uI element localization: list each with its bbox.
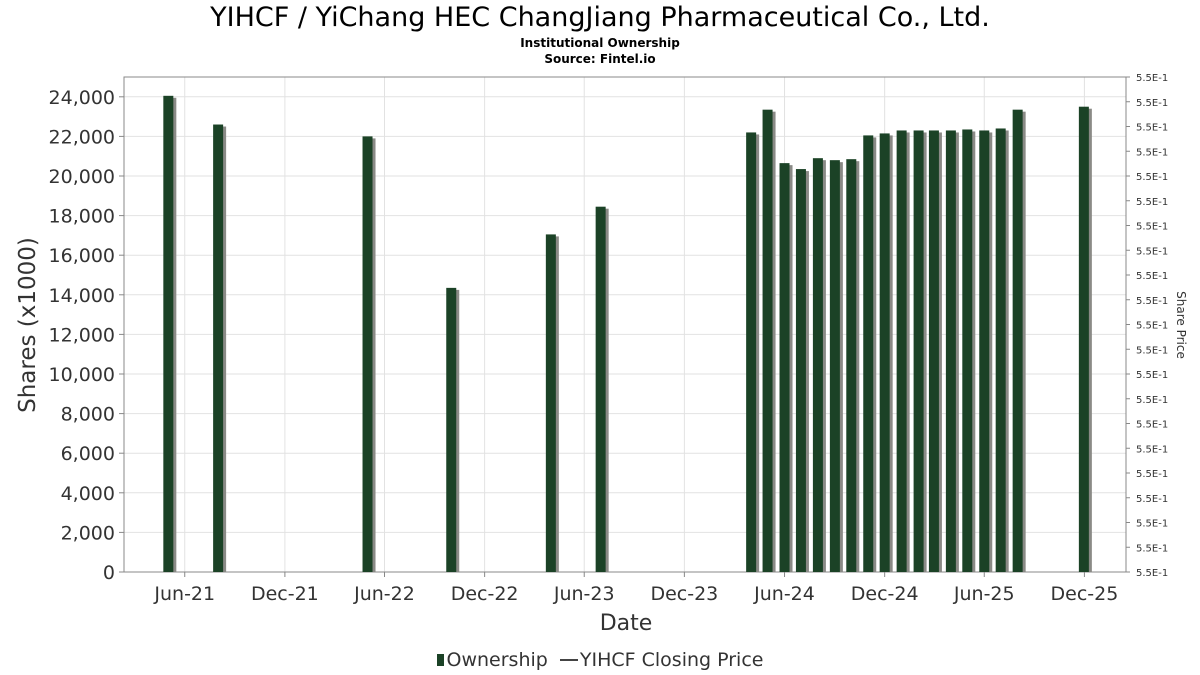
y-tick-label: 6,000 bbox=[61, 443, 115, 465]
bar bbox=[928, 130, 939, 572]
bar bbox=[163, 95, 174, 572]
ownership-chart: 0 2,000 4,000 6,000 8,000 10,000 12,000 14,000 1… bbox=[15, 73, 1188, 636]
bar bbox=[595, 206, 606, 572]
bar bbox=[1012, 109, 1023, 573]
y2-tick-label: 5.5E-1 bbox=[1136, 370, 1168, 381]
y-tick-label: 4,000 bbox=[61, 483, 115, 505]
y-tick-label: 16,000 bbox=[49, 245, 115, 267]
plot-frame bbox=[123, 76, 1127, 573]
y2-tick-label: 5.5E-1 bbox=[1136, 568, 1168, 579]
bar bbox=[812, 158, 823, 572]
y2-tick-label: 5.5E-1 bbox=[1136, 543, 1168, 554]
y-tick-label: 22,000 bbox=[49, 126, 115, 148]
x-tick-label: Jun-24 bbox=[753, 583, 815, 605]
x-tick-label: Dec-25 bbox=[1051, 583, 1119, 605]
y2-tick-label: 5.5E-1 bbox=[1136, 494, 1168, 505]
y-tick-label: 8,000 bbox=[61, 404, 115, 426]
y2-tick-label: 5.5E-1 bbox=[1136, 296, 1168, 307]
y2-tick-label: 5.5E-1 bbox=[1136, 73, 1168, 84]
y2-axis-label: Share Price bbox=[1174, 291, 1188, 359]
bar bbox=[979, 130, 990, 572]
legend-line-swatch bbox=[559, 659, 578, 661]
x-tick-label: Jun-23 bbox=[553, 583, 615, 605]
y2-tick-label: 5.5E-1 bbox=[1136, 246, 1168, 257]
bar bbox=[863, 135, 874, 572]
y2-tick-label: 5.5E-1 bbox=[1136, 321, 1168, 332]
legend: Ownership YIHCF Closing Price bbox=[0, 647, 1200, 672]
y-tick-label: 0 bbox=[103, 562, 115, 584]
legend-item-ownership[interactable]: Ownership bbox=[436, 648, 548, 672]
y-tick-label: 12,000 bbox=[49, 324, 115, 346]
x-tick-label: Jun-25 bbox=[953, 583, 1015, 605]
y2-tick-label: 5.5E-1 bbox=[1136, 123, 1168, 134]
x-tick-label: Dec-23 bbox=[650, 583, 718, 605]
x-axis: Jun-21 Dec-21 Jun-22 Dec-22 Jun-23 Dec-23 Jun-… bbox=[153, 572, 1118, 605]
x-axis-label: Date bbox=[600, 611, 653, 636]
y2-tick-label: 5.5E-1 bbox=[1136, 147, 1168, 158]
chart-subtitle: Institutional Ownership bbox=[520, 36, 680, 50]
x-tick-label: Jun-22 bbox=[353, 583, 415, 605]
legend-item-closing-price[interactable]: YIHCF Closing Price bbox=[554, 648, 764, 672]
bar bbox=[995, 128, 1006, 573]
legend-label-ownership: Ownership bbox=[446, 648, 548, 671]
x-tick-label: Dec-22 bbox=[451, 583, 519, 605]
y2-tick-label: 5.5E-1 bbox=[1136, 98, 1168, 109]
y-axis-label: Shares (x1000) bbox=[15, 237, 41, 413]
bar bbox=[213, 124, 224, 573]
x-tick-label: Jun-21 bbox=[153, 583, 215, 605]
chart-source: Source: Fintel.io bbox=[544, 52, 656, 66]
bar bbox=[762, 109, 773, 573]
x-tick-label: Dec-21 bbox=[251, 583, 319, 605]
bar bbox=[795, 169, 806, 572]
bar bbox=[962, 129, 973, 572]
legend-bar-swatch bbox=[436, 654, 444, 666]
y2-tick-label: 5.5E-1 bbox=[1136, 444, 1168, 455]
bar bbox=[879, 133, 890, 572]
y2-tick-label: 5.5E-1 bbox=[1136, 197, 1168, 208]
y-tick-label: 2,000 bbox=[61, 522, 115, 544]
bar bbox=[545, 234, 556, 572]
y2-tick-label: 5.5E-1 bbox=[1136, 345, 1168, 356]
bar bbox=[746, 132, 757, 572]
y-tick-label: 24,000 bbox=[49, 87, 115, 109]
y2-tick-label: 5.5E-1 bbox=[1136, 420, 1168, 431]
y-tick-label: 18,000 bbox=[49, 206, 115, 228]
bar bbox=[896, 130, 907, 572]
bar bbox=[945, 130, 956, 572]
bar bbox=[446, 287, 457, 572]
y2-axis: 5.5E-1 5.5E-1 5.5E-1 5.5E-1 5.5E-1 5.5E-1 5.5E… bbox=[1126, 73, 1168, 579]
bar bbox=[846, 159, 857, 573]
y2-tick-label: 5.5E-1 bbox=[1136, 172, 1168, 183]
grid-lines bbox=[124, 77, 1126, 573]
y2-tick-label: 5.5E-1 bbox=[1136, 222, 1168, 233]
bar bbox=[779, 163, 790, 572]
y-tick-label: 14,000 bbox=[49, 285, 115, 307]
y-axis: 0 2,000 4,000 6,000 8,000 10,000 12,000 14,000 1… bbox=[49, 87, 124, 584]
y2-tick-label: 5.5E-1 bbox=[1136, 469, 1168, 480]
legend-label-closing-price: YIHCF Closing Price bbox=[579, 648, 764, 671]
x-tick-label: Dec-24 bbox=[851, 583, 919, 605]
bar-series bbox=[163, 95, 1092, 573]
y-tick-label: 20,000 bbox=[49, 166, 115, 188]
y2-tick-label: 5.5E-1 bbox=[1136, 271, 1168, 282]
y-tick-label: 10,000 bbox=[49, 364, 115, 386]
y2-tick-label: 5.5E-1 bbox=[1136, 395, 1168, 406]
bar bbox=[913, 130, 924, 572]
y2-tick-label: 5.5E-1 bbox=[1136, 519, 1168, 530]
bar bbox=[1078, 106, 1089, 572]
bar bbox=[829, 160, 840, 572]
chart-title: YIHCF / YiChang HEC ChangJiang Pharmaceu… bbox=[210, 2, 990, 33]
bar bbox=[362, 136, 373, 572]
